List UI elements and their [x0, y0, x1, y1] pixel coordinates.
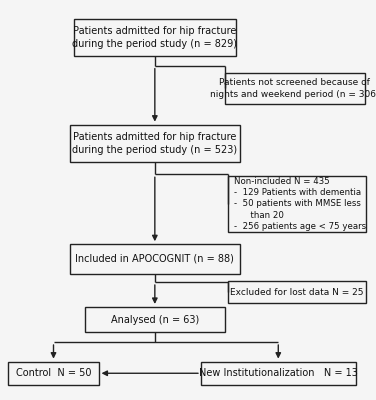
FancyBboxPatch shape	[227, 176, 366, 232]
Text: New Institutionalization   N = 13: New Institutionalization N = 13	[199, 368, 358, 378]
FancyBboxPatch shape	[227, 281, 366, 303]
Text: Patients admitted for hip fracture
during the period study (n = 523): Patients admitted for hip fracture durin…	[72, 132, 237, 154]
FancyBboxPatch shape	[70, 244, 240, 274]
Text: Included in APOCOGNIT (n = 88): Included in APOCOGNIT (n = 88)	[76, 254, 234, 264]
FancyBboxPatch shape	[8, 362, 99, 385]
FancyBboxPatch shape	[225, 73, 365, 104]
Text: Analysed (n = 63): Analysed (n = 63)	[111, 314, 199, 324]
Text: Excluded for lost data N = 25: Excluded for lost data N = 25	[230, 288, 364, 297]
Text: Control  N = 50: Control N = 50	[16, 368, 91, 378]
FancyBboxPatch shape	[70, 124, 240, 162]
FancyBboxPatch shape	[201, 362, 356, 385]
Text: Patients admitted for hip fracture
during the period study (n = 829): Patients admitted for hip fracture durin…	[72, 26, 237, 49]
Text: Non-included N = 435
-  129 Patients with dementia
-  50 patients with MMSE less: Non-included N = 435 - 129 Patients with…	[234, 176, 366, 231]
FancyBboxPatch shape	[85, 307, 225, 332]
Text: Patients not screened because of
nights and weekend period (n = 306): Patients not screened because of nights …	[210, 78, 376, 98]
FancyBboxPatch shape	[74, 19, 236, 56]
